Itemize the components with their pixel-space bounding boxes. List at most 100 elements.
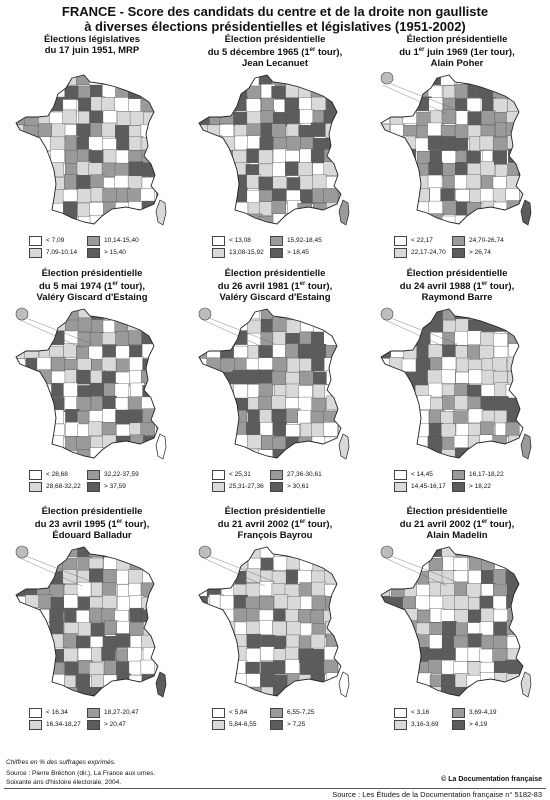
- department-region: [221, 383, 236, 399]
- map-legend: < 14,45 14,45-16,17 16,17-18,22 > 18,22: [394, 470, 544, 496]
- department-region: [199, 607, 211, 622]
- department-region: [390, 227, 404, 232]
- department-region: [441, 462, 455, 466]
- department-region: [37, 189, 53, 205]
- department-region: [518, 83, 523, 98]
- department-region: [260, 672, 275, 687]
- department-region: [169, 111, 172, 125]
- department-region: [479, 331, 495, 347]
- department-region: [493, 228, 507, 232]
- department-region: [415, 215, 431, 224]
- department-region: [338, 332, 341, 347]
- department-region: [78, 227, 92, 232]
- department-region: [402, 409, 417, 425]
- department-region: [324, 646, 339, 661]
- france-map: [198, 72, 355, 232]
- department-region: [492, 647, 507, 663]
- department-region: [206, 330, 222, 345]
- department-region: [505, 659, 521, 675]
- france-map: [377, 72, 532, 232]
- department-region: [114, 318, 129, 333]
- department-region: [233, 557, 249, 573]
- legend-item: > 18,45: [270, 248, 309, 258]
- department-region: [338, 607, 341, 622]
- department-region: [310, 447, 325, 458]
- department-region: [102, 395, 117, 411]
- legend-item: 14,45-16,17: [394, 482, 446, 492]
- department-region: [297, 202, 312, 218]
- legend-label: > 37,59: [104, 483, 126, 490]
- map-panel: Élection présidentielle du 21 avril 2002 …: [190, 506, 360, 738]
- map-panel: Élection présidentielle du 1er juin 1969 …: [372, 34, 542, 266]
- legend-label: 13,08-15,92: [229, 249, 264, 256]
- department-region: [116, 686, 131, 696]
- footer-divider: [4, 788, 546, 789]
- department-region: [154, 581, 158, 597]
- department-region: [102, 569, 118, 584]
- corsica: [155, 199, 167, 226]
- department-region: [50, 463, 64, 466]
- department-region: [350, 72, 355, 86]
- department-region: [492, 357, 507, 372]
- legend-swatch: [29, 236, 42, 246]
- department-region: [493, 569, 508, 584]
- department-region: [325, 309, 341, 320]
- department-region: [415, 547, 430, 559]
- department-region: [508, 75, 523, 88]
- department-region: [337, 309, 341, 320]
- department-region: [167, 163, 172, 177]
- department-region: [25, 687, 41, 696]
- department-region: [38, 461, 52, 466]
- legend-swatch: [394, 470, 407, 480]
- department-region: [91, 674, 106, 689]
- department-region: [416, 610, 432, 625]
- department-region: [246, 620, 261, 636]
- department-region: [233, 646, 248, 661]
- map-panel: Élection présidentielle du 21 avril 2002 …: [372, 506, 542, 738]
- department-region: [199, 660, 210, 675]
- department-region: [351, 623, 355, 637]
- department-region: [285, 383, 301, 399]
- department-region: [339, 568, 341, 583]
- department-region: [51, 216, 66, 224]
- france-outline: [380, 308, 524, 459]
- department-region: [103, 688, 118, 696]
- department-region: [76, 345, 91, 361]
- department-region: [453, 410, 468, 425]
- department-region: [24, 161, 39, 176]
- department-region: [233, 461, 247, 466]
- department-region: [232, 214, 247, 224]
- department-region: [532, 571, 537, 585]
- department-region: [63, 450, 78, 458]
- legend-label: > 18,22: [469, 483, 491, 490]
- department-region: [168, 98, 172, 112]
- department-region: [350, 125, 355, 139]
- department-region: [381, 384, 390, 399]
- department-region: [167, 662, 172, 676]
- department-region: [391, 461, 405, 466]
- department-region: [63, 594, 78, 609]
- france-outline: [15, 308, 159, 459]
- department-region: [220, 608, 235, 624]
- panel-title: Élection présidentielle du 1er juin 1969 …: [372, 34, 542, 69]
- panel-title-line: Élection présidentielle: [41, 268, 143, 279]
- department-region: [36, 434, 52, 449]
- department-region: [38, 672, 53, 687]
- department-region: [468, 685, 483, 696]
- department-region: [415, 309, 431, 320]
- department-region: [377, 227, 391, 232]
- department-region: [311, 595, 327, 610]
- department-region: [311, 309, 326, 319]
- department-region: [49, 620, 64, 636]
- department-region: [233, 448, 248, 458]
- department-region: [208, 227, 222, 232]
- department-region: [338, 358, 341, 374]
- legend-item: 3,69-4,19: [452, 708, 496, 718]
- department-region: [115, 202, 130, 217]
- department-region: [533, 384, 537, 398]
- department-region: [505, 309, 521, 320]
- department-region: [388, 201, 404, 217]
- department-region: [336, 122, 341, 138]
- department-region: [338, 700, 352, 704]
- legend-label: > 20,47: [104, 721, 126, 728]
